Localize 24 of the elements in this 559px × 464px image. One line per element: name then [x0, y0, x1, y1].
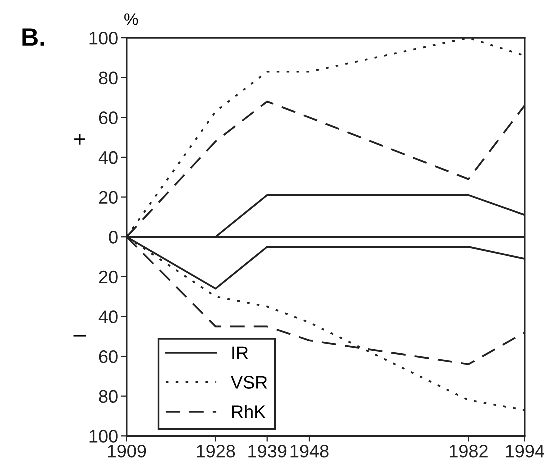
legend-label: RhK — [232, 405, 266, 418]
x-tick-label: 1909 — [108, 444, 146, 458]
text: – — [74, 335, 86, 337]
legend-label: VSR — [231, 376, 268, 389]
y-tick-label: 20 — [99, 270, 118, 284]
y-tick-label: 40 — [98, 151, 118, 164]
text: B. — [22, 28, 44, 46]
y-axis-title: % — [124, 14, 138, 26]
y-tick-label: 80 — [99, 72, 118, 85]
x-tick-label: 1982 — [450, 444, 488, 458]
y-tick-label: 100 — [90, 32, 118, 45]
y-tick-label: 0 — [109, 231, 118, 244]
x-tick-label: 1928 — [197, 444, 236, 458]
y-tick-label: 20 — [99, 191, 118, 204]
x-tick-label: 1994 — [506, 444, 544, 458]
y-tick-label: 80 — [99, 390, 118, 404]
legend-label: IR — [232, 346, 248, 360]
y-tick-label: 60 — [99, 112, 118, 124]
y-tick-label: 60 — [99, 350, 118, 364]
x-tick-label: 1948 — [290, 444, 329, 458]
x-tick-label: 1939 — [248, 444, 287, 458]
y-tick-label: 100 — [90, 430, 118, 443]
y-tick-label: 40 — [98, 310, 118, 324]
text: + — [74, 134, 86, 145]
